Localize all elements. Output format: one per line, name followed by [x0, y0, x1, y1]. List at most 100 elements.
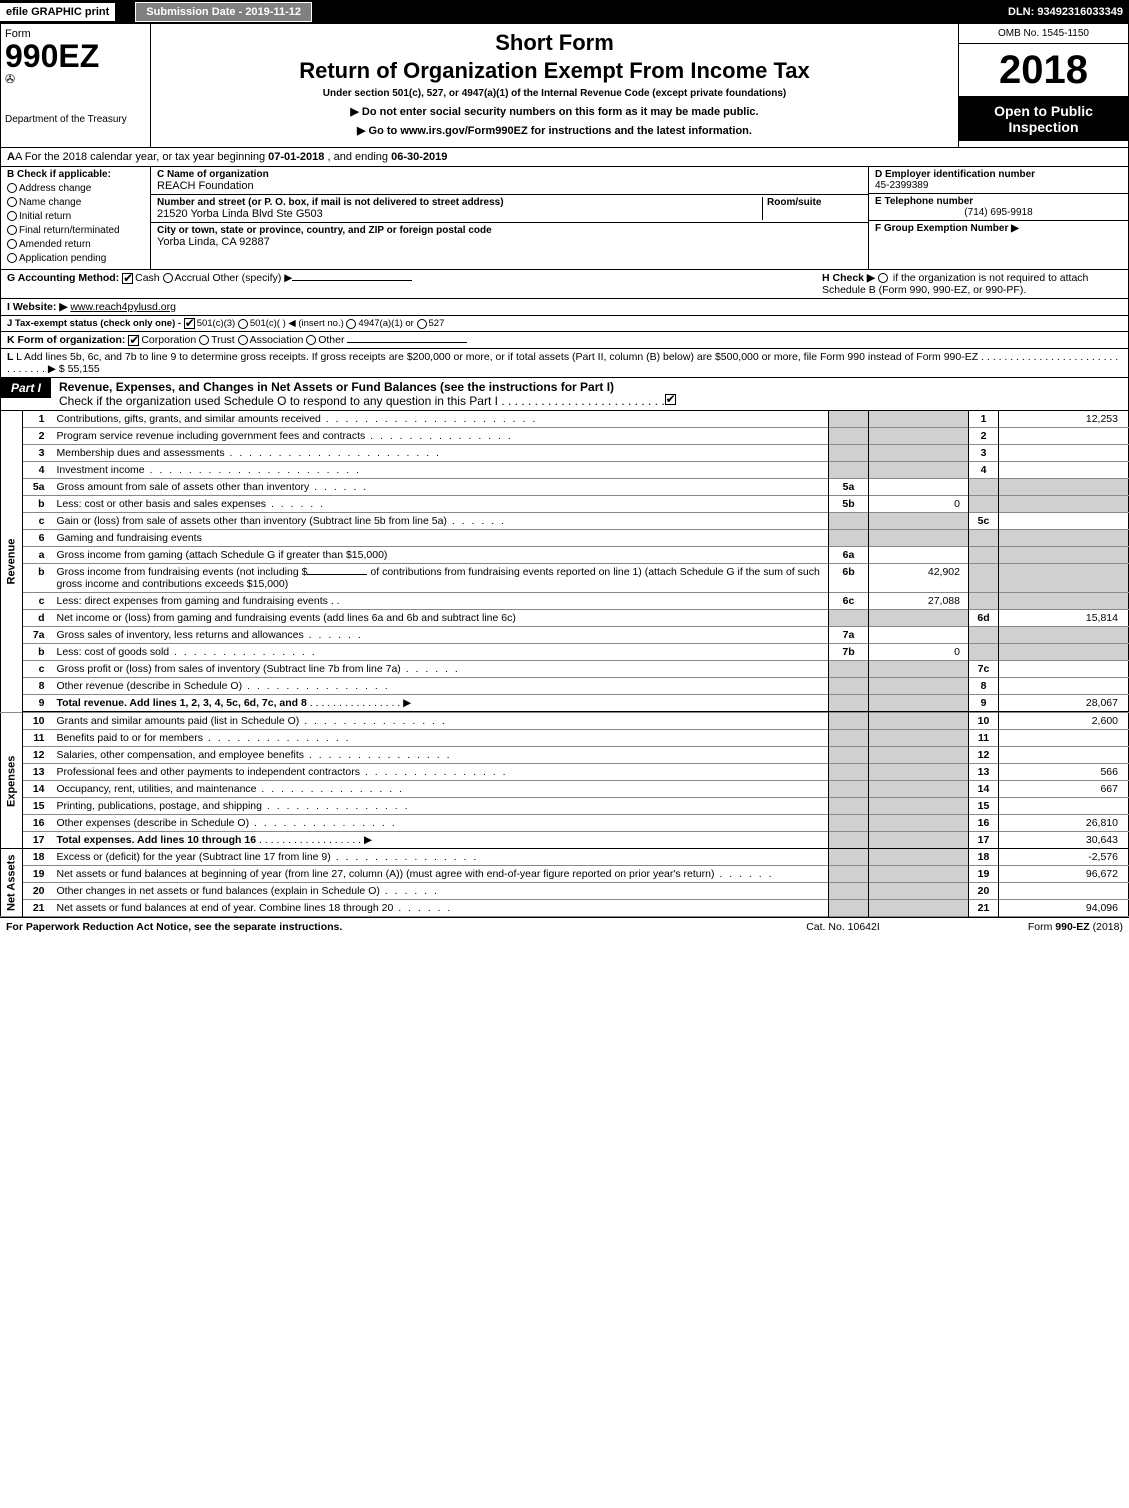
line-18: Net Assets 18 Excess or (deficit) for th… — [1, 849, 1129, 866]
street-value: 21520 Yorba Linda Blvd Ste G503 — [157, 208, 323, 220]
tax-exempt-row: J Tax-exempt status (check only one) - 5… — [0, 316, 1129, 332]
omb-number: OMB No. 1545-1150 — [959, 24, 1128, 44]
cb-other[interactable] — [306, 335, 316, 345]
header-right: OMB No. 1545-1150 2018 Open to Public In… — [958, 24, 1128, 147]
cb-cash[interactable] — [122, 273, 133, 284]
taxyear-end: 06-30-2019 — [391, 151, 447, 163]
website-link[interactable]: www.reach4pylusd.org — [70, 301, 176, 313]
cb-4947[interactable] — [346, 319, 356, 329]
taxyear-prefix: A For the 2018 calendar year, or tax yea… — [15, 151, 268, 163]
line-15: 15 Printing, publications, postage, and … — [1, 798, 1129, 815]
phone-value: (714) 695-9918 — [875, 207, 1122, 218]
expenses-sidebar: Expenses — [1, 713, 23, 849]
line-1: Revenue 1 Contributions, gifts, grants, … — [1, 411, 1129, 428]
form-number: 990EZ — [5, 40, 146, 72]
h-label: H Check ▶ — [822, 272, 875, 284]
cb-final[interactable]: Final return/terminated — [7, 225, 144, 236]
cb-amended[interactable]: Amended return — [7, 239, 144, 250]
line-10: Expenses 10 Grants and similar amounts p… — [1, 713, 1129, 730]
arrow-goto: ▶ Go to www.irs.gov/Form990EZ for instru… — [159, 124, 950, 137]
line-2: 2 Program service revenue including gove… — [1, 428, 1129, 445]
entity-right: D Employer identification number 45-2399… — [868, 167, 1128, 269]
cb-part1-schedo[interactable] — [665, 394, 676, 405]
line-5a: 5a Gross amount from sale of assets othe… — [1, 479, 1129, 496]
k-label: K Form of organization: — [7, 334, 125, 346]
taxyear-begin: 07-01-2018 — [268, 151, 324, 163]
line-19: 19 Net assets or fund balances at beginn… — [1, 866, 1129, 883]
j-label: J Tax-exempt status (check only one) - — [7, 318, 181, 329]
cb-accrual[interactable] — [163, 273, 173, 283]
cb-h[interactable] — [878, 273, 888, 283]
org-name: REACH Foundation — [157, 180, 254, 192]
gh-row: G Accounting Method: Cash Accrual Other … — [0, 270, 1129, 299]
d-label: D Employer identification number — [875, 169, 1035, 180]
cb-name[interactable]: Name change — [7, 197, 144, 208]
cb-assoc[interactable] — [238, 335, 248, 345]
form-header: Form 990EZ ✇ Department of the Treasury … — [0, 24, 1129, 148]
part1-table: Revenue 1 Contributions, gifts, grants, … — [0, 411, 1129, 917]
line-12: 12 Salaries, other compensation, and emp… — [1, 747, 1129, 764]
form-of-org-row: K Form of organization: Corporation Trus… — [0, 332, 1129, 349]
cb-pending[interactable]: Application pending — [7, 253, 144, 264]
department-label: Department of the Treasury — [5, 114, 146, 125]
part1-tab: Part I — [1, 378, 51, 398]
arrow-ssn: ▶ Do not enter social security numbers o… — [159, 105, 950, 118]
goto-text: ▶ Go to www.irs.gov/Form990EZ for instru… — [357, 125, 752, 137]
street-label: Number and street (or P. O. box, if mail… — [157, 197, 762, 208]
tax-year: 2018 — [959, 44, 1128, 97]
title-return: Return of Organization Exempt From Incom… — [159, 58, 950, 84]
cb-527[interactable] — [417, 319, 427, 329]
part1-check: Check if the organization used Schedule … — [59, 394, 665, 408]
g-label: G Accounting Method: — [7, 272, 119, 284]
line-6c: c Less: direct expenses from gaming and … — [1, 593, 1129, 610]
l-amount: 55,155 — [68, 363, 100, 375]
line-21: 21 Net assets or fund balances at end of… — [1, 900, 1129, 917]
line-20: 20 Other changes in net assets or fund b… — [1, 883, 1129, 900]
line-16: 16 Other expenses (describe in Schedule … — [1, 815, 1129, 832]
cb-address[interactable]: Address change — [7, 183, 144, 194]
part1-title: Revenue, Expenses, and Changes in Net As… — [51, 378, 692, 410]
header-center: Short Form Return of Organization Exempt… — [151, 24, 958, 147]
footer-notice: For Paperwork Reduction Act Notice, see … — [6, 921, 743, 933]
gross-receipts-row: L L Add lines 5b, 6c, and 7b to line 9 t… — [0, 349, 1129, 378]
taxyear-mid: , and ending — [327, 151, 391, 163]
part1-header: Part I Revenue, Expenses, and Changes in… — [0, 378, 1129, 411]
cb-501c3[interactable] — [184, 318, 195, 329]
website-row: I Website: ▶ www.reach4pylusd.org — [0, 299, 1129, 316]
title-short-form: Short Form — [159, 30, 950, 56]
footer-catno: Cat. No. 10642I — [743, 921, 943, 933]
cb-501c[interactable] — [238, 319, 248, 329]
cb-corp[interactable] — [128, 335, 139, 346]
submission-date-button[interactable]: Submission Date - 2019-11-12 — [135, 2, 312, 22]
ein-value: 45-2399389 — [875, 180, 928, 191]
revenue-sidebar: Revenue — [1, 411, 23, 713]
e-label: E Telephone number — [875, 196, 973, 207]
line-3: 3 Membership dues and assessments 3 — [1, 445, 1129, 462]
i-label: I Website: ▶ — [7, 301, 67, 313]
line-4: 4 Investment income 4 — [1, 462, 1129, 479]
line-11: 11 Benefits paid to or for members 11 — [1, 730, 1129, 747]
entity-block: B Check if applicable: Address change Na… — [0, 167, 1129, 270]
f-label: F Group Exemption Number ▶ — [875, 223, 1019, 234]
line-6d: d Net income or (loss) from gaming and f… — [1, 610, 1129, 627]
line-14: 14 Occupancy, rent, utilities, and maint… — [1, 781, 1129, 798]
line-6a: a Gross income from gaming (attach Sched… — [1, 547, 1129, 564]
city-label: City or town, state or province, country… — [157, 225, 862, 236]
top-bar: efile GRAPHIC print Submission Date - 20… — [0, 0, 1129, 24]
c-label: C Name of organization — [157, 169, 862, 180]
line-7c: c Gross profit or (loss) from sales of i… — [1, 661, 1129, 678]
line-13: 13 Professional fees and other payments … — [1, 764, 1129, 781]
city-value: Yorba Linda, CA 92887 — [157, 236, 270, 248]
line-9: 9 Total revenue. Add lines 1, 2, 3, 4, 5… — [1, 695, 1129, 712]
under-section: Under section 501(c), 527, or 4947(a)(1)… — [159, 88, 950, 99]
cb-initial[interactable]: Initial return — [7, 211, 144, 222]
b-heading: B Check if applicable: — [7, 169, 111, 180]
line-5b: b Less: cost or other basis and sales ex… — [1, 496, 1129, 513]
check-if-applicable: B Check if applicable: Address change Na… — [1, 167, 151, 269]
line-5c: c Gain or (loss) from sale of assets oth… — [1, 513, 1129, 530]
l-text: L Add lines 5b, 6c, and 7b to line 9 to … — [7, 351, 1118, 375]
cb-trust[interactable] — [199, 335, 209, 345]
line-6b-1: b Gross income from fundraising events (… — [1, 564, 1129, 593]
line-7b: b Less: cost of goods sold 7b 0 — [1, 644, 1129, 661]
entity-center: C Name of organization REACH Foundation … — [151, 167, 868, 269]
